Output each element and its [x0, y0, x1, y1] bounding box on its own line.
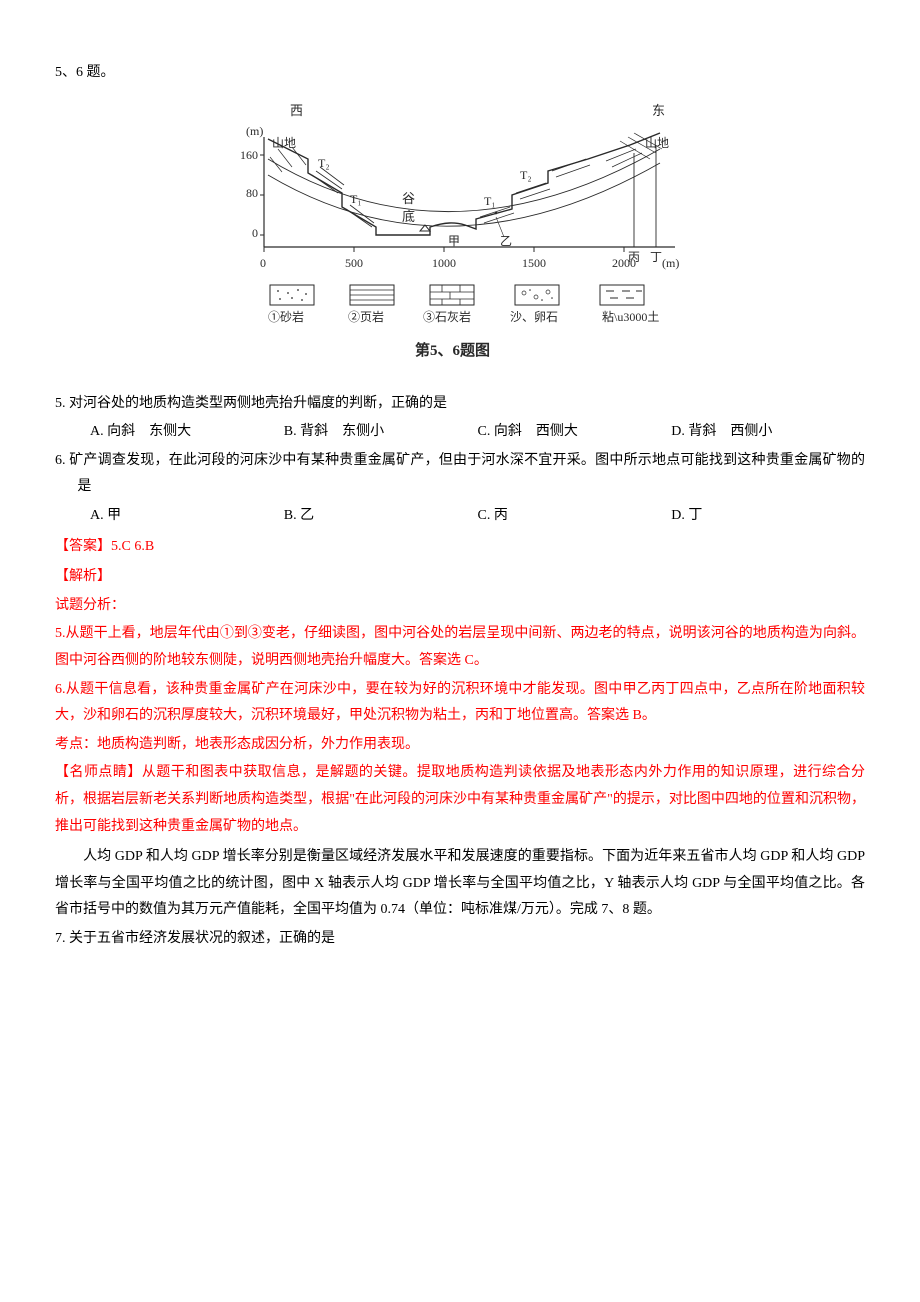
svg-text:160: 160 [240, 148, 258, 162]
q6-opt-c: C. 丙 [478, 503, 672, 530]
svg-text:甲: 甲 [448, 234, 460, 248]
intro-56: 5、6 题。 [55, 60, 865, 87]
svg-text:底: 底 [402, 209, 415, 224]
q6-opt-d: D. 丁 [671, 503, 865, 530]
kaodian: 考点：地质构造判断，地表形态成因分析，外力作用表现。 [55, 732, 865, 759]
svg-text:①砂岩: ①砂岩 [268, 309, 304, 324]
svg-text:③石灰岩: ③石灰岩 [423, 309, 471, 324]
svg-text:沙、卵石: 沙、卵石 [510, 310, 558, 324]
svg-text:0: 0 [252, 226, 258, 240]
q5-opt-b: B. 背斜 东侧小 [284, 419, 429, 446]
svg-text:(m): (m) [246, 124, 263, 138]
svg-text:谷: 谷 [402, 191, 415, 206]
svg-text:T₂: T₂ [520, 168, 532, 182]
figure-56: 西 东 (m) 山地 山地 160 80 0 0 500 1000 1500 2… [55, 97, 865, 377]
svg-text:(m): (m) [662, 256, 679, 270]
svg-text:粘\u3000土: 粘\u3000土 [602, 309, 659, 324]
label-west: 西 [290, 103, 303, 118]
mingshi-diansing: 【名师点睛】从题干和图表中获取信息，是解题的关键。提取地质构造判读依据及地表形态… [55, 760, 865, 840]
q7-text: 7. 关于五省市经济发展状况的叙述，正确的是 [55, 926, 865, 953]
q6-opt-a: A. 甲 [90, 503, 284, 530]
q5-opt-a: A. 向斜 东侧大 [90, 419, 235, 446]
svg-text:1000: 1000 [432, 256, 456, 270]
svg-text:80: 80 [246, 186, 258, 200]
q5-opt-d: D. 背斜 西侧小 [671, 419, 816, 446]
shiti-fenxi: 试题分析： [55, 593, 865, 620]
intro-78: 人均 GDP 和人均 GDP 增长率分别是衡量区域经济发展水平和发展速度的重要指… [55, 844, 865, 924]
cross-section-diagram: 西 东 (m) 山地 山地 160 80 0 0 500 1000 1500 2… [220, 97, 700, 377]
answer6-detail: 6.从题干信息看，该种贵重金属矿产在河床沙中，要在较为好的沉积环境中才能发现。图… [55, 677, 865, 730]
q5-text: 5. 对河谷处的地质构造类型两侧地壳抬升幅度的判断，正确的是 [55, 391, 865, 418]
q6-opt-b: B. 乙 [284, 503, 478, 530]
q5-opt-c: C. 向斜 西侧大 [478, 419, 623, 446]
svg-text:T₁: T₁ [484, 194, 496, 208]
answer5-detail: 5.从题干上看，地层年代由①到③变老，仔细读图，图中河谷处的岩层呈现中间新、两边… [55, 621, 865, 674]
svg-text:乙: 乙 [500, 234, 512, 248]
svg-text:0: 0 [260, 256, 266, 270]
svg-text:丁: 丁 [650, 250, 662, 264]
svg-text:T₂: T₂ [318, 156, 330, 170]
q5-options: A. 向斜 东侧大 B. 背斜 东侧小 C. 向斜 西侧大 D. 背斜 西侧小 [55, 419, 865, 446]
svg-text:第5、6题图: 第5、6题图 [415, 341, 490, 359]
svg-text:1500: 1500 [522, 256, 546, 270]
svg-text:500: 500 [345, 256, 363, 270]
jiexi-label: 【解析】 [55, 564, 865, 591]
q6-text: 6. 矿产调查发现，在此河段的河床沙中有某种贵重金属矿产，但由于河水深不宜开采。… [55, 448, 865, 501]
answer-56: 【答案】5.C 6.B [55, 534, 865, 561]
svg-text:丙: 丙 [628, 250, 640, 264]
svg-text:②页岩: ②页岩 [348, 309, 384, 324]
label-east: 东 [652, 103, 665, 118]
q6-options: A. 甲 B. 乙 C. 丙 D. 丁 [55, 503, 865, 530]
